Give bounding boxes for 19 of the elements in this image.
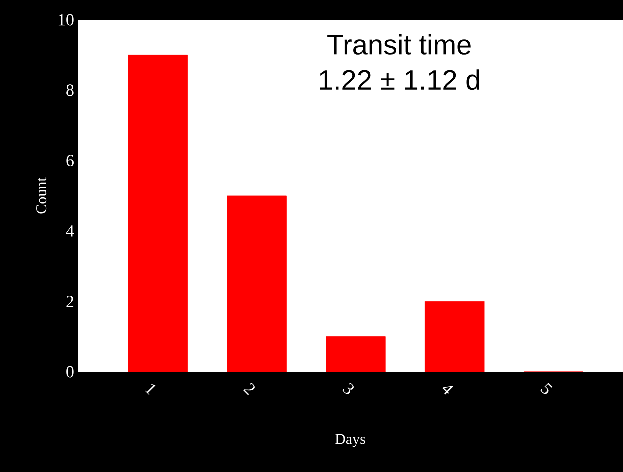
bar — [227, 196, 287, 372]
bar — [326, 336, 386, 372]
bar — [128, 55, 188, 372]
y-tick-label: 10 — [58, 14, 74, 26]
y-tick-label: 8 — [66, 84, 74, 96]
annotation: Transit time — [328, 34, 471, 55]
annotation: 1.22 ± 1.12 d — [320, 70, 480, 90]
bar — [424, 301, 485, 372]
y-tick-label: 2 — [66, 296, 74, 308]
y-tick-label: 6 — [66, 155, 74, 167]
y-tick-label: 0 — [66, 366, 74, 378]
x-tick-label: 5 — [540, 382, 553, 394]
y-axis-title: Count — [36, 178, 47, 214]
x-tick-label: 1 — [145, 384, 156, 396]
y-tick-label: 4 — [66, 226, 74, 237]
x-tick-label: 3 — [342, 383, 354, 394]
x-tick-label: 4 — [442, 386, 454, 395]
x-axis-title: Days — [336, 434, 366, 448]
x-tick-label: 2 — [244, 383, 255, 396]
